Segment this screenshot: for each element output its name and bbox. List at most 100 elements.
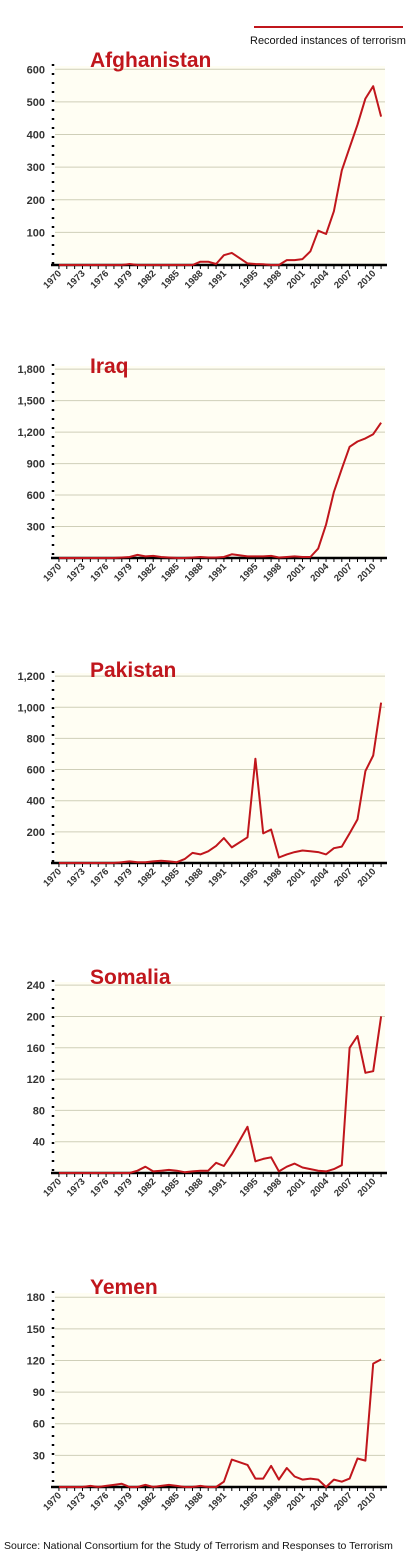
x-tick-label: 2004	[308, 866, 331, 889]
series-line-somalia	[58, 1016, 383, 1174]
x-tick-label: 1995	[238, 1176, 261, 1199]
legend: Recorded instances of terrorism	[248, 24, 413, 50]
legend-line-swatch	[254, 26, 403, 28]
plot-area	[55, 1293, 385, 1487]
y-tick-label: 500	[27, 97, 45, 109]
plot-area	[55, 673, 385, 863]
x-tick-label: 1998	[261, 866, 284, 889]
y-tick-label: 120	[27, 1074, 45, 1086]
x-tick-label: 1991	[206, 1490, 229, 1513]
y-tick-label: 100	[27, 227, 45, 239]
x-tick-label: 1985	[159, 866, 182, 889]
series-line-iraq	[58, 422, 382, 559]
x-tick-label: 2001	[285, 561, 308, 584]
x-tick-label: 1998	[261, 1490, 284, 1513]
chart-title: Afghanistan	[90, 49, 211, 72]
x-tick-label: 1991	[206, 268, 229, 291]
y-tick-label: 160	[27, 1043, 45, 1055]
plot-area	[55, 982, 385, 1173]
x-tick-label: 2007	[332, 1490, 355, 1513]
x-tick-label: 1976	[88, 1176, 111, 1199]
y-tick-label: 80	[33, 1105, 45, 1117]
y-tick-label: 400	[27, 796, 45, 808]
x-tick-label: 2004	[308, 561, 331, 584]
source-note: Source: National Consortium for the Stud…	[4, 1540, 393, 1552]
x-tick-label: 1979	[112, 561, 135, 584]
x-tick-label: 1995	[238, 268, 261, 291]
x-tick-label: 1998	[261, 268, 284, 291]
x-tick-label: 1979	[112, 1176, 135, 1199]
series-line-afghanistan	[58, 85, 383, 266]
x-tick-label: 1973	[65, 1176, 88, 1199]
x-tick-label: 1979	[112, 268, 135, 291]
chart-title: Yemen	[90, 1276, 158, 1299]
x-tick-label: 1970	[41, 866, 64, 889]
series-line-pakistan	[58, 702, 383, 864]
x-tick-label: 2001	[285, 268, 308, 291]
legend-label: Recorded instances of terrorism	[250, 35, 406, 47]
x-tick-label: 1998	[261, 561, 284, 584]
x-tick-label: 1973	[65, 268, 88, 291]
x-tick-label: 1985	[159, 268, 182, 291]
x-tick-label: 2010	[356, 561, 379, 584]
x-tick-label: 1982	[136, 268, 159, 291]
x-tick-label: 1991	[206, 1176, 229, 1199]
plot-area	[55, 66, 385, 265]
y-tick-label: 1,800	[17, 364, 45, 376]
y-tick-label: 600	[27, 64, 45, 76]
x-tick-label: 1995	[238, 1490, 261, 1513]
x-tick-label: 1973	[65, 561, 88, 584]
x-tick-label: 1976	[88, 1490, 111, 1513]
y-tick-label: 180	[27, 1292, 45, 1304]
x-tick-label: 1970	[41, 1176, 64, 1199]
x-tick-label: 2007	[332, 268, 355, 291]
y-tick-label: 1,500	[17, 396, 45, 408]
y-tick-label: 120	[27, 1355, 45, 1367]
x-tick-label: 2010	[356, 1176, 379, 1199]
y-tick-label: 600	[27, 490, 45, 502]
chart-somalia: 40 80 120 160 200 240 1970 1973 1976 1979 1982 1985…	[27, 966, 387, 1199]
x-tick-label: 2010	[356, 1490, 379, 1513]
x-tick-label: 1970	[41, 561, 64, 584]
x-tick-label: 1982	[136, 866, 159, 889]
chart-iraq: 300 600 900 1,200 1,500 1,800 1970 1973 1976 1979…	[17, 355, 387, 584]
x-tick-label: 1988	[183, 268, 206, 291]
y-tick-label: 400	[27, 130, 45, 142]
y-tick-label: 200	[27, 827, 45, 839]
x-tick-label: 1982	[136, 1176, 159, 1199]
x-tick-label: 2001	[285, 1176, 308, 1199]
x-tick-label: 2007	[332, 561, 355, 584]
x-tick-label: 2007	[332, 1176, 355, 1199]
x-tick-label: 1973	[65, 866, 88, 889]
x-tick-label: 2001	[285, 1490, 308, 1513]
y-tick-label: 40	[33, 1137, 45, 1149]
x-tick-label: 2004	[308, 268, 331, 291]
x-tick-label: 1991	[206, 866, 229, 889]
x-tick-label: 1985	[159, 561, 182, 584]
x-tick-label: 1970	[41, 1490, 64, 1513]
x-tick-label: 1985	[159, 1490, 182, 1513]
x-tick-label: 1982	[136, 1490, 159, 1513]
x-tick-label: 2001	[285, 866, 308, 889]
y-tick-label: 1,000	[17, 702, 45, 714]
y-tick-label: 1,200	[17, 427, 45, 439]
y-tick-label: 800	[27, 733, 45, 745]
x-tick-label: 1988	[183, 866, 206, 889]
chart-title: Somalia	[90, 966, 171, 989]
x-tick-label: 1995	[238, 866, 261, 889]
x-tick-label: 1988	[183, 1490, 206, 1513]
y-tick-label: 300	[27, 522, 45, 534]
x-tick-label: 1998	[261, 1176, 284, 1199]
plot-area	[55, 366, 385, 558]
y-tick-label: 30	[33, 1450, 45, 1462]
series-line-yemen	[58, 1358, 382, 1488]
x-tick-label: 2010	[356, 866, 379, 889]
x-tick-label: 1979	[112, 866, 135, 889]
x-tick-label: 1982	[136, 561, 159, 584]
x-tick-label: 2004	[308, 1490, 331, 1513]
x-tick-label: 1979	[112, 1490, 135, 1513]
x-tick-label: 1970	[41, 268, 64, 291]
